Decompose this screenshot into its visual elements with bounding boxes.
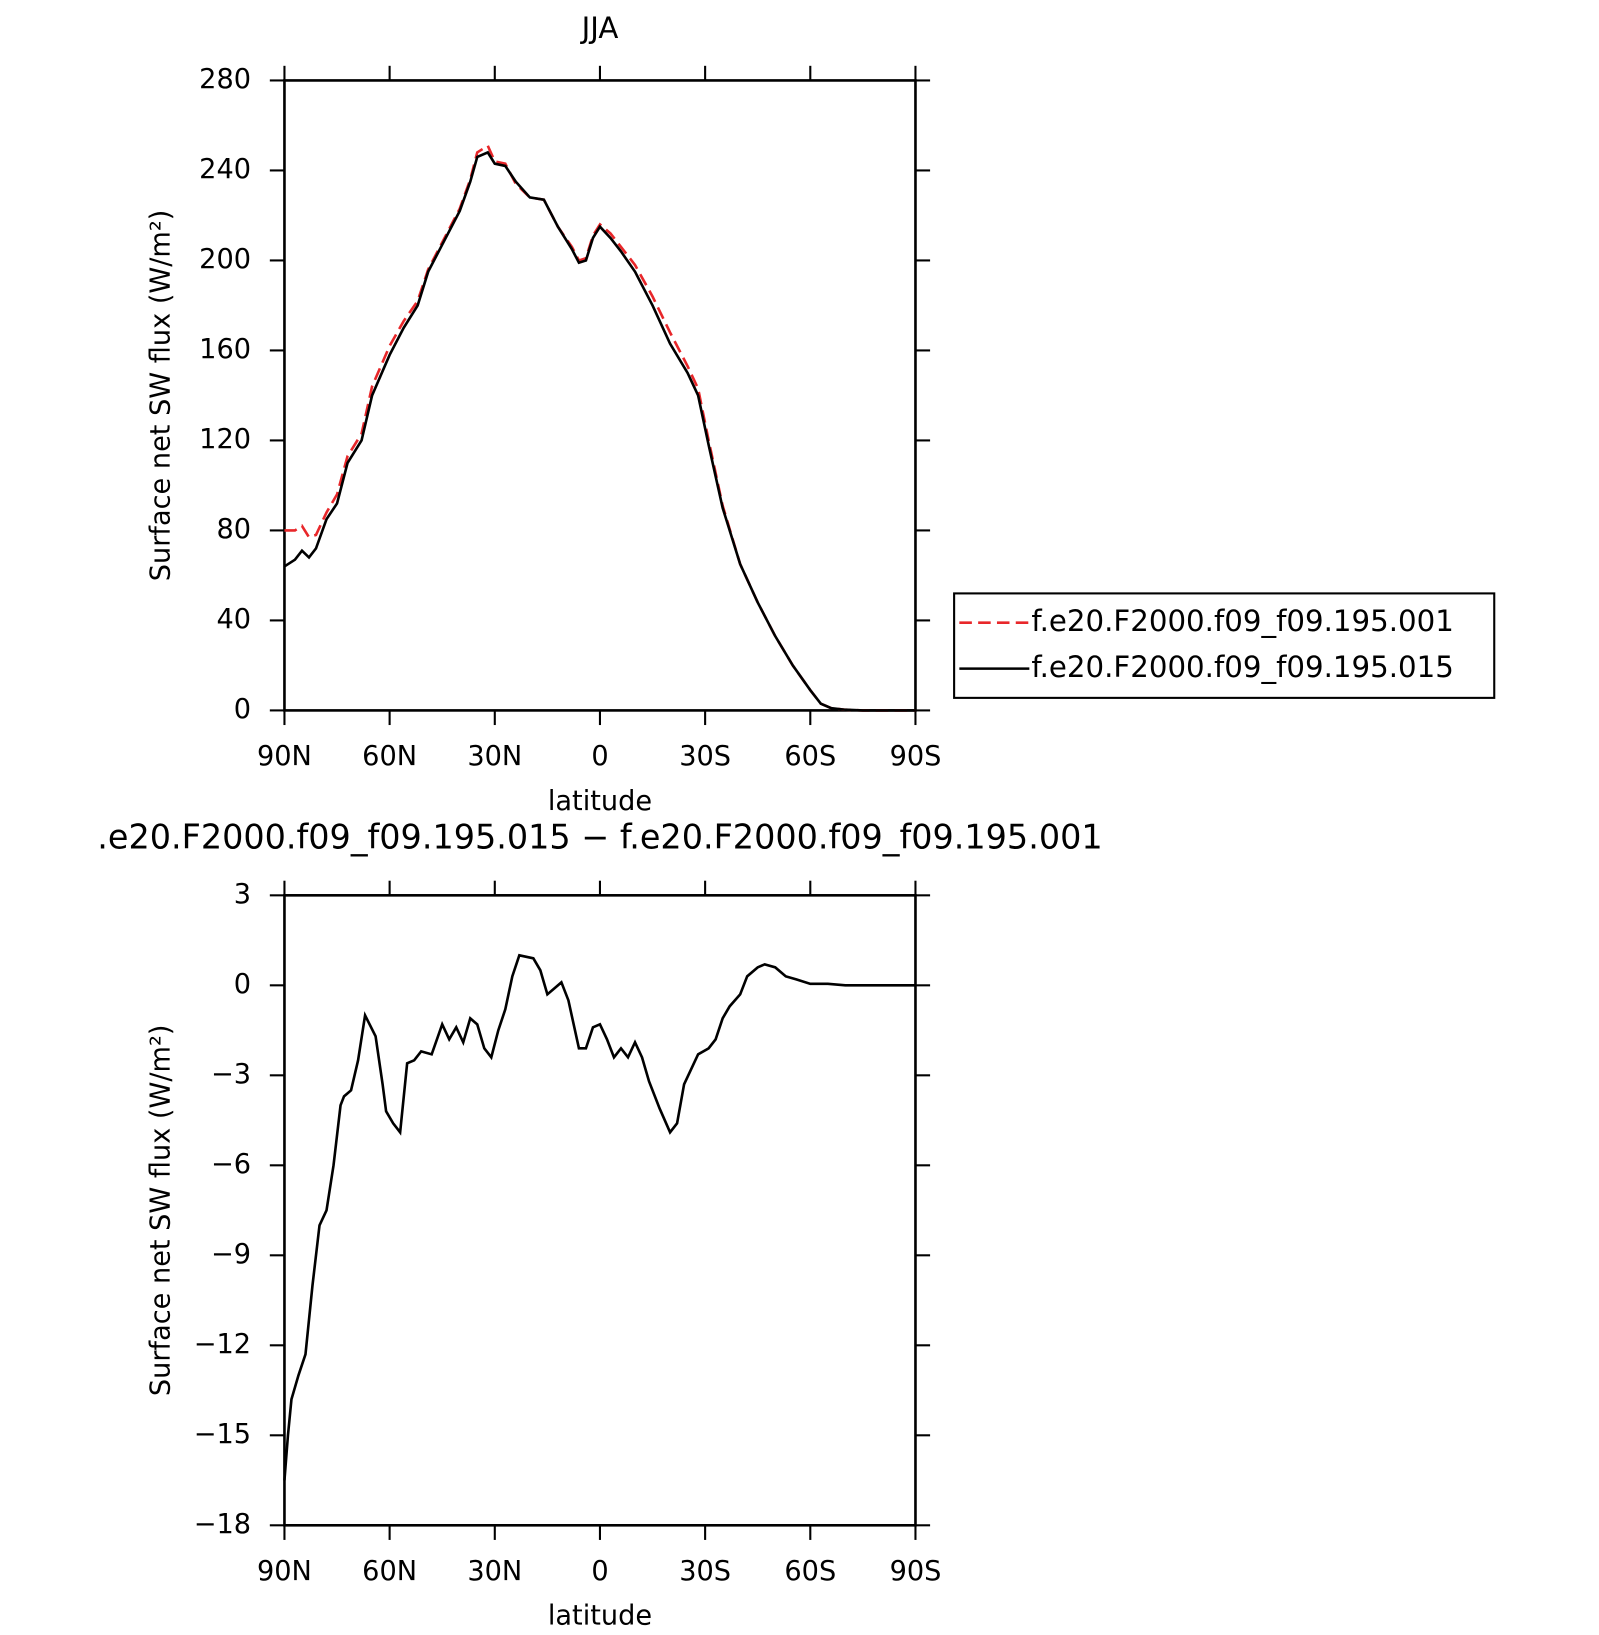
data-line: [284, 143, 916, 712]
legend-label: f.e20.F2000.f09_f09.195.015: [1031, 650, 1453, 684]
y-tick-label: 40: [216, 604, 251, 635]
x-tick-label: 30N: [467, 741, 522, 772]
x-axis-label: latitude: [548, 786, 652, 817]
data-line: [283, 150, 916, 712]
x-tick-label: 90S: [890, 741, 942, 772]
x-tick-label: 30N: [467, 1556, 522, 1587]
x-tick-label: 30S: [679, 1556, 731, 1587]
x-tick-label: 0: [591, 741, 608, 772]
x-tick-label: 60S: [784, 1556, 836, 1587]
x-tick-label: 60N: [362, 741, 417, 772]
y-axis-label: Surface net SW flux (W/m²): [146, 1025, 177, 1397]
y-tick-label: 80: [216, 514, 251, 545]
x-tick-label: 90N: [257, 1556, 312, 1587]
data-line: [283, 953, 916, 1481]
chart-title: .e20.F2000.f09_f09.195.015 − f.e20.F2000…: [97, 817, 1102, 856]
y-tick-label: 200: [199, 244, 251, 275]
y-axis-label: Surface net SW flux (W/m²): [146, 210, 177, 582]
x-tick-label: 30S: [679, 741, 731, 772]
legend-box: [953, 592, 1496, 699]
x-tick-label: 60S: [784, 741, 836, 772]
plot-frame: [283, 894, 917, 1527]
y-tick-label: −9: [211, 1239, 251, 1270]
chart-title: JJA: [580, 11, 619, 45]
y-tick-label: 0: [234, 969, 251, 1000]
x-tick-label: 0: [591, 1556, 608, 1587]
y-tick-label: −3: [211, 1059, 251, 1090]
x-tick-label: 90N: [257, 741, 312, 772]
y-tick-label: −18: [194, 1509, 251, 1540]
plot-frame: [283, 79, 917, 712]
legend-label: f.e20.F2000.f09_f09.195.001: [1031, 604, 1453, 638]
y-tick-label: 160: [199, 334, 251, 365]
y-tick-label: −12: [194, 1329, 251, 1360]
y-tick-label: 0: [234, 694, 251, 725]
x-tick-label: 60N: [362, 1556, 417, 1587]
x-tick-label: 90S: [890, 1556, 942, 1587]
y-tick-label: −15: [194, 1419, 251, 1450]
x-axis-label: latitude: [548, 1601, 652, 1632]
y-tick-label: 120: [199, 424, 251, 455]
y-tick-label: 240: [199, 154, 251, 185]
y-tick-label: −6: [211, 1149, 251, 1180]
y-tick-label: 3: [234, 879, 251, 910]
y-tick-label: 280: [199, 64, 251, 95]
